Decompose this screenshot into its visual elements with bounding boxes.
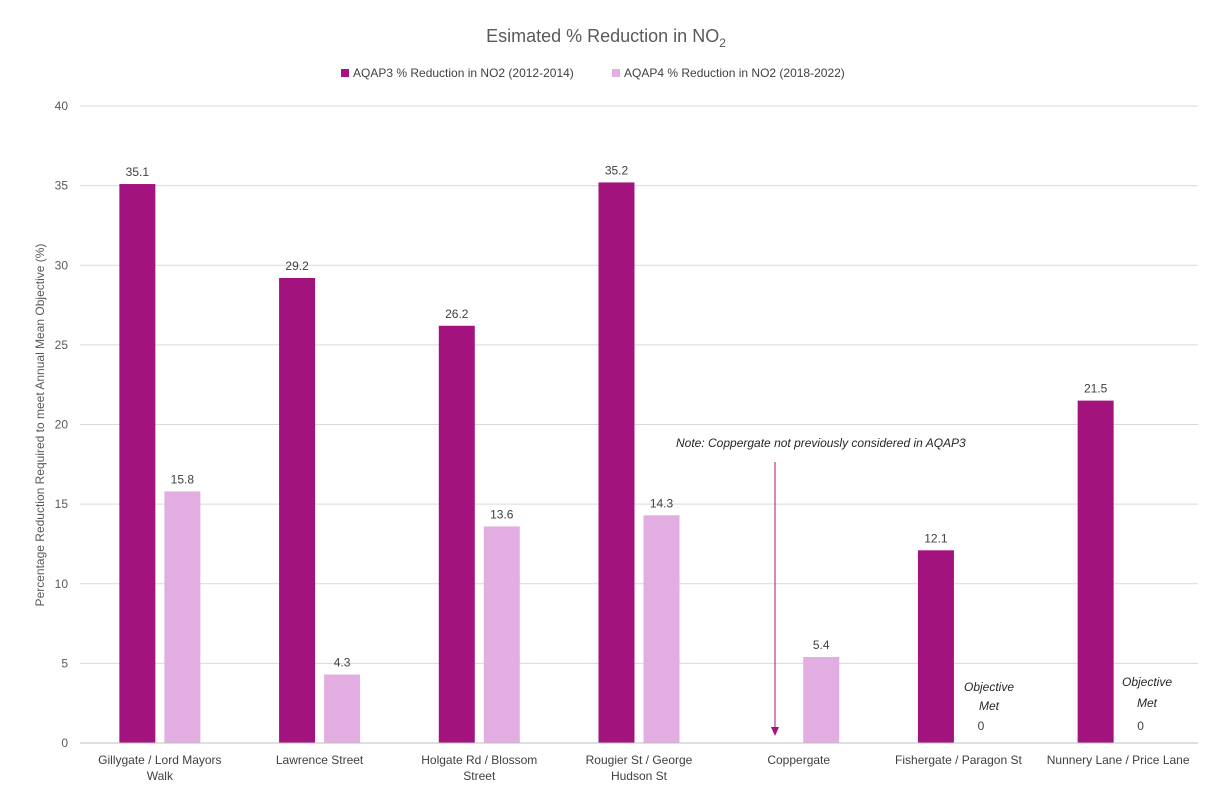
- objective-met-line2: Met: [1137, 696, 1158, 710]
- x-tick-label: Lawrence Street: [276, 753, 364, 767]
- y-tick-label: 15: [55, 497, 69, 511]
- y-tick-label: 40: [55, 99, 69, 113]
- data-label: 12.1: [924, 531, 948, 545]
- x-tick-label: Nunnery Lane / Price Lane: [1047, 753, 1190, 767]
- objective-met-line2: Met: [979, 699, 1000, 713]
- gridlines: [80, 105, 1198, 664]
- x-tick-label: Street: [463, 769, 496, 783]
- objective-met-annotation-nunnery: Objective Met: [1122, 675, 1172, 710]
- y-axis-label: Percentage Reduction Required to meet An…: [33, 244, 47, 607]
- x-tick-label: Gillygate / Lord Mayors: [98, 753, 221, 767]
- y-tick-label: 10: [55, 577, 69, 591]
- data-label: 5.4: [813, 638, 830, 652]
- bar-series-1: [119, 184, 156, 744]
- legend-label-aqap3: AQAP3 % Reduction in NO2 (2012-2014): [353, 66, 574, 80]
- y-tick-label: 0: [61, 736, 68, 750]
- coppergate-note: Note: Coppergate not previously consider…: [676, 436, 966, 450]
- data-label: 14.3: [650, 496, 674, 510]
- bar-series-2: [164, 491, 201, 743]
- note-arrow-head: [771, 727, 779, 736]
- y-axis-ticks: 0 5 10 15 20 25 30 35 40: [55, 99, 69, 750]
- chart-title: Esimated % Reduction in NO2: [486, 26, 726, 50]
- x-tick-label: Coppergate: [767, 753, 830, 767]
- data-label: 0: [978, 719, 985, 733]
- data-label: 35.1: [126, 165, 150, 179]
- chart-title-subscript: 2: [719, 36, 726, 50]
- x-tick-label: Hudson St: [611, 769, 668, 783]
- bar-series-1: [438, 325, 475, 743]
- bar-series-1: [917, 550, 954, 743]
- chart-title-main: Esimated % Reduction in NO: [486, 26, 719, 46]
- objective-met-annotation-fishergate: Objective Met: [964, 680, 1014, 713]
- y-tick-label: 5: [61, 656, 68, 670]
- bar-series-2: [483, 526, 520, 743]
- bar-series-2: [643, 515, 680, 743]
- bar-series-2: [324, 674, 361, 743]
- y-tick-label: 20: [55, 418, 69, 432]
- data-label: 35.2: [605, 163, 629, 177]
- bar-series-1: [279, 277, 316, 743]
- bar-series-1: [1077, 400, 1114, 743]
- data-label: 21.5: [1084, 382, 1108, 396]
- data-label: 15.8: [171, 472, 195, 486]
- x-tick-label: Rougier St / George: [586, 753, 693, 767]
- x-tick-label: Walk: [147, 769, 174, 783]
- data-label: 29.2: [285, 259, 309, 273]
- x-tick-label: Holgate Rd / Blossom: [421, 753, 537, 767]
- data-labels: 35.1 15.8 29.2 4.3 26.2 13.6 35.2 14.3 5.4 12.1 0 2…: [126, 163, 1145, 733]
- y-tick-label: 30: [55, 258, 69, 272]
- legend: AQAP3 % Reduction in NO2 (2012-2014) AQA…: [341, 66, 845, 80]
- bars: [119, 182, 1114, 744]
- y-tick-label: 25: [55, 338, 69, 352]
- objective-met-line1: Objective: [964, 680, 1014, 694]
- legend-swatch-aqap3: [341, 69, 349, 77]
- bar-series-1: [598, 182, 635, 743]
- data-label: 4.3: [334, 656, 351, 670]
- data-label: 0: [1137, 719, 1144, 733]
- legend-swatch-aqap4: [612, 69, 620, 77]
- data-label: 13.6: [490, 507, 514, 521]
- y-tick-label: 35: [55, 179, 69, 193]
- x-tick-label: Fishergate / Paragon St: [895, 753, 1022, 767]
- legend-label-aqap4: AQAP4 % Reduction in NO2 (2018-2022): [624, 66, 845, 80]
- bar-series-2: [803, 657, 840, 743]
- data-label: 26.2: [445, 307, 469, 321]
- category-labels: Gillygate / Lord Mayors Walk Lawrence Stre…: [98, 753, 1190, 783]
- objective-met-line1: Objective: [1122, 675, 1172, 689]
